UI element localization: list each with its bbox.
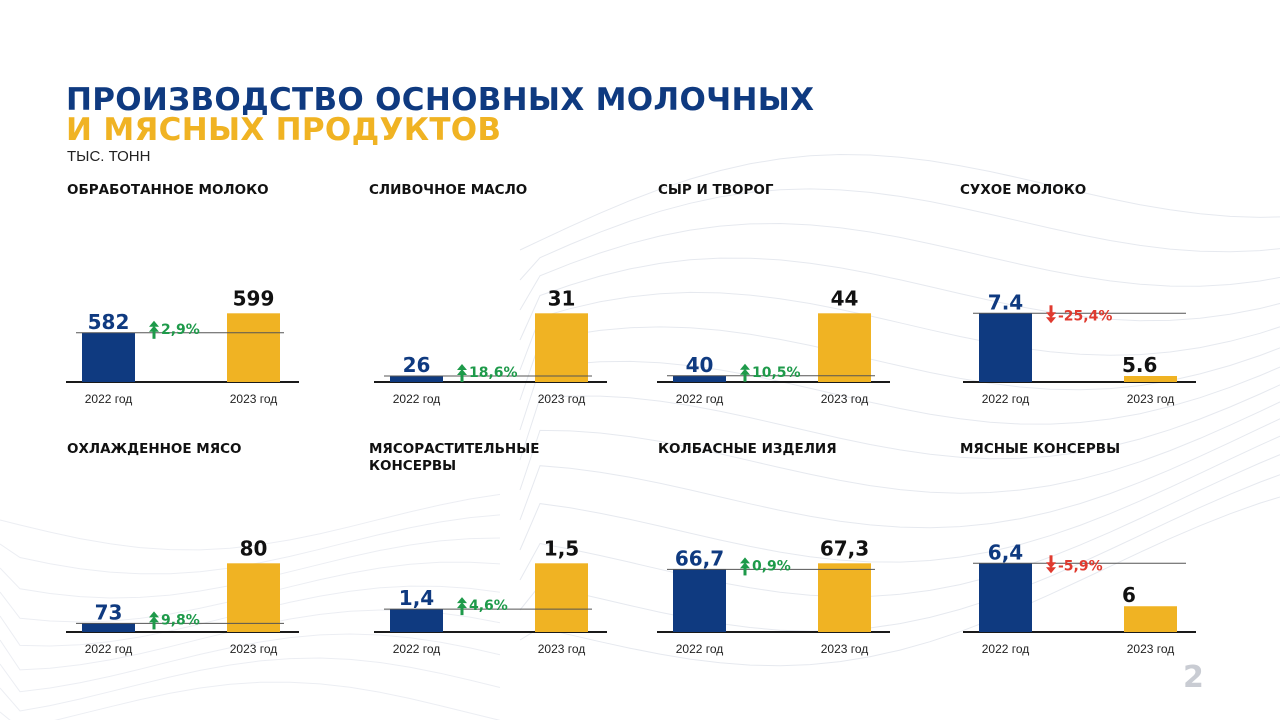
wave-line xyxy=(519,257,1280,341)
chart-sausages-change-label: 0,9% xyxy=(752,558,791,574)
page-title-line1: ПРОИЗВОДСТВО ОСНОВНЫХ МОЛОЧНЫХ xyxy=(66,82,815,118)
wave-line xyxy=(0,681,501,720)
chart-meat-veg-canned-change-label: 4,6% xyxy=(469,598,508,614)
chart-processed-milk-bar-2023 xyxy=(227,313,280,382)
chart-meat-veg-canned-bar-2023 xyxy=(535,563,588,632)
chart-canned-meat-bar-2022 xyxy=(979,563,1032,632)
wave-line xyxy=(519,474,1280,632)
units-label: ТЫС. ТОНН xyxy=(67,148,151,165)
wave-line xyxy=(519,401,1280,494)
chart-cheese-cottage-arrow-up-icon xyxy=(740,363,750,382)
page-number: 2 xyxy=(1183,660,1204,695)
chart-chilled-meat-change-label: 9,8% xyxy=(161,612,200,628)
chart-meat-veg-canned-category-2023: 2023 год xyxy=(538,642,586,656)
chart-canned-meat-change-label: -5,9% xyxy=(1058,558,1103,574)
wave-line xyxy=(519,188,1280,281)
chart-chilled-meat-bar-2022 xyxy=(82,623,135,632)
chart-chilled-meat-category-2023: 2023 год xyxy=(230,642,278,656)
chart-title-processed-milk: ОБРАБОТАННОЕ МОЛОКО xyxy=(67,182,269,198)
chart-sausages-bar-2022 xyxy=(673,569,726,632)
chart-butter-bar-2023 xyxy=(535,313,588,382)
chart-dry-milk-change-label: -25,4% xyxy=(1058,308,1112,324)
chart-cheese-cottage-category-2023: 2023 год xyxy=(821,392,869,406)
chart-sausages-value-2023: 67,3 xyxy=(820,536,869,560)
chart-cheese-cottage-value-2022: 40 xyxy=(686,353,714,377)
chart-title-dry-milk: СУХОЕ МОЛОКО xyxy=(960,182,1087,198)
chart-dry-milk-value-2022: 7.4 xyxy=(988,290,1023,314)
chart-cheese-cottage-value-2023: 44 xyxy=(831,286,859,310)
chart-chilled-meat-category-2022: 2022 год xyxy=(85,642,133,656)
chart-dry-milk-category-2023: 2023 год xyxy=(1127,392,1175,406)
chart-processed-milk-category-2023: 2023 год xyxy=(230,392,278,406)
chart-processed-milk-value-2022: 582 xyxy=(88,310,130,334)
chart-chilled-meat-arrow-up-icon xyxy=(149,611,159,630)
chart-title-butter: СЛИВОЧНОЕ МАСЛО xyxy=(369,182,528,198)
chart-butter-arrow-up-icon xyxy=(457,364,467,382)
wave-line xyxy=(519,360,1280,431)
chart-butter-value-2023: 31 xyxy=(548,286,576,310)
chart-butter-value-2022: 26 xyxy=(403,353,431,377)
chart-sausages-category-2022: 2022 год xyxy=(676,642,724,656)
chart-dry-milk-arrow-down-icon xyxy=(1046,305,1056,324)
chart-sausages-value-2022: 66,7 xyxy=(675,546,724,570)
chart-title-sausages: КОЛБАСНЫЕ ИЗДЕЛИЯ xyxy=(658,441,837,457)
chart-meat-veg-canned-arrow-up-icon xyxy=(457,597,467,616)
chart-chilled-meat-value-2023: 80 xyxy=(240,536,268,560)
chart-butter-category-2022: 2022 год xyxy=(393,392,441,406)
page-title-line2: И МЯСНЫХ ПРОДУКТОВ xyxy=(66,112,502,148)
chart-canned-meat-category-2023: 2023 год xyxy=(1127,642,1175,656)
chart-dry-milk-bar-2022 xyxy=(979,313,1032,382)
chart-title-meat-veg-canned: МЯСОРАСТИТЕЛЬНЫЕ КОНСЕРВЫ xyxy=(369,441,540,474)
chart-processed-milk-category-2022: 2022 год xyxy=(85,392,133,406)
chart-dry-milk-bar-2023 xyxy=(1124,376,1177,382)
chart-title-cheese-cottage: СЫР И ТВОРОГ xyxy=(658,182,774,198)
chart-cheese-cottage-bar-2023 xyxy=(818,313,871,382)
chart-butter-bar-2022 xyxy=(390,376,443,382)
chart-butter-category-2023: 2023 год xyxy=(538,392,586,406)
chart-dry-milk-value-2023: 5.6 xyxy=(1122,353,1157,377)
chart-butter-change-label: 18,6% xyxy=(469,365,518,381)
chart-chilled-meat-value-2022: 73 xyxy=(95,600,123,624)
wave-line xyxy=(519,496,1280,667)
wave-line xyxy=(519,222,1280,311)
chart-processed-milk-change-label: 2,9% xyxy=(161,322,200,338)
wave-line xyxy=(0,633,501,693)
chart-sausages-bar-2023 xyxy=(818,563,871,632)
chart-title-chilled-meat: ОХЛАЖДЕННОЕ МЯСО xyxy=(67,441,242,457)
chart-canned-meat-category-2022: 2022 год xyxy=(982,642,1030,656)
chart-cheese-cottage-bar-2022 xyxy=(673,375,726,382)
chart-processed-milk-arrow-up-icon xyxy=(149,320,159,339)
chart-canned-meat-bar-2023 xyxy=(1124,606,1177,632)
wave-line xyxy=(519,418,1280,529)
chart-canned-meat-arrow-down-icon xyxy=(1046,555,1056,574)
chart-meat-veg-canned-bar-2022 xyxy=(390,609,443,632)
wave-line xyxy=(519,153,1280,251)
chart-canned-meat-value-2023: 6 xyxy=(1122,583,1136,607)
chart-cheese-cottage-category-2022: 2022 год xyxy=(676,392,724,406)
chart-cheese-cottage-change-label: 10,5% xyxy=(752,365,801,381)
chart-meat-veg-canned-value-2023: 1,5 xyxy=(544,536,579,560)
chart-title-canned-meat: МЯСНЫЕ КОНСЕРВЫ xyxy=(960,441,1121,457)
wave-line xyxy=(0,657,501,712)
chart-canned-meat-value-2022: 6,4 xyxy=(988,540,1023,564)
chart-sausages-category-2023: 2023 год xyxy=(821,642,869,656)
chart-sausages-arrow-up-icon xyxy=(740,557,750,576)
chart-meat-veg-canned-category-2022: 2022 год xyxy=(393,642,441,656)
wave-line xyxy=(519,384,1280,461)
chart-processed-milk-bar-2022 xyxy=(82,332,135,382)
wave-line xyxy=(519,435,1280,563)
chart-processed-milk-value-2023: 599 xyxy=(233,286,275,310)
chart-meat-veg-canned-value-2022: 1,4 xyxy=(399,586,434,610)
wave-line xyxy=(519,454,1280,598)
wave-line xyxy=(519,291,1280,371)
chart-dry-milk-category-2022: 2022 год xyxy=(982,392,1030,406)
chart-chilled-meat-bar-2023 xyxy=(227,563,280,632)
wave-line xyxy=(0,493,501,551)
